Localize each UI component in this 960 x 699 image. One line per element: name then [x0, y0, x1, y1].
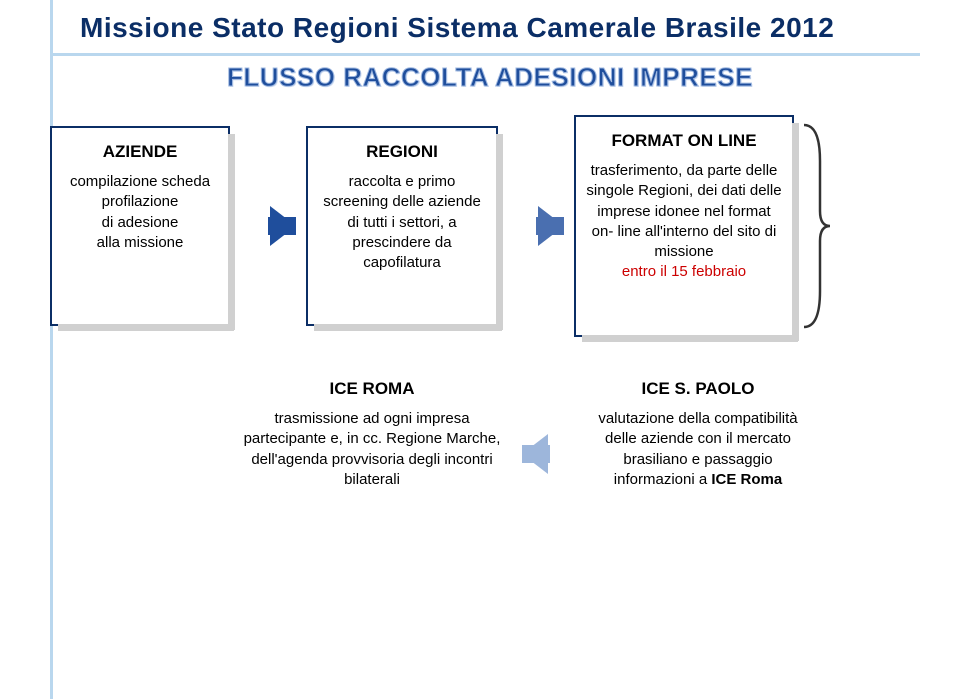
page-title: Missione Stato Regioni Sistema Camerale …	[80, 12, 920, 44]
box-regioni: REGIONI raccolta e primo screening delle…	[306, 126, 498, 326]
box-format-body: trasferimento, da parte delle singole Re…	[586, 161, 782, 283]
box-icespaolo-body: valutazione della compatibilità delle az…	[598, 409, 798, 490]
box-aziende-title: AZIENDE	[103, 142, 178, 162]
arrow-right-icon	[538, 206, 564, 246]
box-aziende: AZIENDE compilazione scheda profilazione…	[50, 126, 230, 326]
box-iceroma-body: trasmissione ad ogni impresa partecipant…	[242, 409, 502, 490]
page-subtitle: FLUSSO RACCOLTA ADESIONI IMPRESE	[60, 62, 920, 93]
arrow-2-wrap	[508, 206, 564, 246]
curly-brace-icon	[798, 115, 832, 337]
box-icespaolo: ICE S. PAOLO valutazione della compatibi…	[588, 365, 808, 543]
arrow-left-icon	[522, 434, 548, 474]
box-icespaolo-title: ICE S. PAOLO	[641, 379, 754, 399]
box-aziende-body: compilazione scheda profilazione di ades…	[62, 172, 218, 253]
box-format: FORMAT ON LINE trasferimento, da parte d…	[574, 115, 794, 337]
box-iceroma-title: ICE ROMA	[330, 379, 415, 399]
box-icespaolo-bold: ICE Roma	[711, 471, 782, 488]
flow-row-bottom: ICE ROMA trasmissione ad ogni impresa pa…	[120, 365, 920, 543]
box-regioni-title: REGIONI	[366, 142, 438, 162]
arrow-1-wrap	[240, 206, 296, 246]
guide-vertical-line	[50, 0, 53, 699]
box-format-deadline: entro il 15 febbraio	[622, 263, 746, 280]
box-regioni-body: raccolta e primo screening delle aziende…	[318, 172, 486, 273]
flow-row-top: AZIENDE compilazione scheda profilazione…	[50, 115, 920, 337]
box-format-title: FORMAT ON LINE	[611, 131, 756, 151]
guide-horizontal-line	[50, 53, 920, 56]
arrow-3-wrap	[522, 434, 578, 474]
arrow-right-icon	[270, 206, 296, 246]
box-format-text: trasferimento, da parte delle singole Re…	[586, 162, 781, 260]
box-iceroma: ICE ROMA trasmissione ad ogni impresa pa…	[232, 365, 512, 543]
